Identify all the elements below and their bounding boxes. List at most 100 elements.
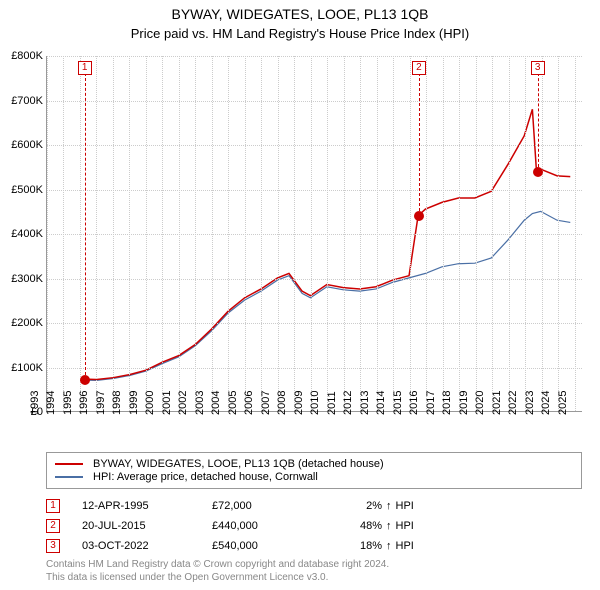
x-axis-label: 2007: [260, 391, 272, 415]
x-axis-label: 2014: [375, 391, 387, 415]
sale-marker-dot: [414, 211, 424, 221]
sale-row-price: £72,000: [212, 500, 322, 512]
sale-row: 303-OCT-2022£540,00018%↑HPI: [46, 536, 414, 556]
sale-row-date: 12-APR-1995: [82, 500, 212, 512]
x-axis-label: 2023: [524, 391, 536, 415]
y-axis-label: £100K: [11, 362, 43, 374]
chart-subtitle: Price paid vs. HM Land Registry's House …: [0, 26, 600, 41]
x-axis-label: 2003: [194, 391, 206, 415]
x-axis-label: 2012: [342, 391, 354, 415]
gridline-horizontal: [47, 56, 582, 57]
legend-swatch: [55, 476, 83, 478]
y-axis-label: £500K: [11, 184, 43, 196]
gridline-vertical: [558, 56, 559, 411]
gridline-vertical: [344, 56, 345, 411]
x-axis-label: 2004: [210, 391, 222, 415]
gridline-vertical: [80, 56, 81, 411]
x-axis-label: 1998: [111, 391, 123, 415]
x-axis-label: 2001: [161, 391, 173, 415]
gridline-vertical: [129, 56, 130, 411]
gridline-vertical: [525, 56, 526, 411]
legend-label: BYWAY, WIDEGATES, LOOE, PL13 1QB (detach…: [93, 458, 384, 470]
gridline-vertical: [393, 56, 394, 411]
gridline-vertical: [212, 56, 213, 411]
gridline-vertical: [245, 56, 246, 411]
footnote: Contains HM Land Registry data © Crown c…: [46, 558, 389, 584]
gridline-horizontal: [47, 234, 582, 235]
legend-item: HPI: Average price, detached house, Corn…: [55, 471, 573, 483]
y-axis-label: £200K: [11, 317, 43, 329]
arrow-up-icon: ↑: [386, 540, 392, 552]
series-line: [80, 211, 570, 380]
sale-marker-box: 2: [412, 61, 426, 75]
y-axis-label: £300K: [11, 273, 43, 285]
sale-row-marker: 3: [46, 539, 60, 553]
gridline-vertical: [63, 56, 64, 411]
arrow-up-icon: ↑: [386, 500, 392, 512]
gridline-vertical: [476, 56, 477, 411]
gridline-vertical: [410, 56, 411, 411]
legend: BYWAY, WIDEGATES, LOOE, PL13 1QB (detach…: [46, 452, 582, 489]
gridline-vertical: [261, 56, 262, 411]
sale-marker-line: [538, 68, 539, 172]
gridline-horizontal: [47, 190, 582, 191]
x-axis-label: 2009: [293, 391, 305, 415]
sale-marker-line: [85, 68, 86, 380]
sale-row-price: £440,000: [212, 520, 322, 532]
gridline-vertical: [278, 56, 279, 411]
sale-marker-dot: [80, 375, 90, 385]
y-axis-label: £600K: [11, 139, 43, 151]
gridline-horizontal: [47, 368, 582, 369]
gridline-vertical: [377, 56, 378, 411]
x-axis-label: 2010: [309, 391, 321, 415]
footnote-line-1: Contains HM Land Registry data © Crown c…: [46, 558, 389, 571]
sale-marker-box: 3: [531, 61, 545, 75]
gridline-vertical: [113, 56, 114, 411]
x-axis-label: 2011: [326, 391, 338, 415]
chart-title: BYWAY, WIDEGATES, LOOE, PL13 1QB: [0, 6, 600, 22]
sale-row-pct: 48%: [322, 520, 382, 532]
legend-label: HPI: Average price, detached house, Corn…: [93, 471, 318, 483]
y-axis-label: £700K: [11, 95, 43, 107]
x-axis-label: 2006: [243, 391, 255, 415]
x-axis-label: 2025: [557, 391, 569, 415]
gridline-vertical: [96, 56, 97, 411]
gridline-vertical: [426, 56, 427, 411]
x-axis-label: 2020: [474, 391, 486, 415]
sales-table: 112-APR-1995£72,0002%↑HPI220-JUL-2015£44…: [46, 496, 414, 556]
sale-row-marker: 2: [46, 519, 60, 533]
sale-row: 1 12-APR-1995£72,0002% ↑ HPI: [46, 496, 414, 516]
x-axis-label: 2008: [276, 391, 288, 415]
x-axis-label: 2021: [491, 391, 503, 415]
gridline-vertical: [575, 56, 576, 411]
x-axis-label: 2018: [441, 391, 453, 415]
x-axis-label: 1994: [45, 391, 57, 415]
gridline-horizontal: [47, 145, 582, 146]
x-axis-label: 1995: [62, 391, 74, 415]
legend-item: BYWAY, WIDEGATES, LOOE, PL13 1QB (detach…: [55, 458, 573, 470]
x-axis-label: 2002: [177, 391, 189, 415]
gridline-vertical: [492, 56, 493, 411]
x-axis-label: 2022: [507, 391, 519, 415]
sale-row-pct: 2%: [322, 500, 382, 512]
gridline-vertical: [228, 56, 229, 411]
gridline-vertical: [294, 56, 295, 411]
gridline-vertical: [542, 56, 543, 411]
sale-row-suffix: HPI: [396, 500, 414, 512]
gridline-vertical: [47, 56, 48, 411]
x-axis-label: 2005: [227, 391, 239, 415]
x-axis-label: 1996: [78, 391, 90, 415]
chart-plot-area: £0£100K£200K£300K£400K£500K£600K£700K£80…: [46, 56, 582, 412]
x-axis-label: 2024: [540, 391, 552, 415]
footnote-line-2: This data is licensed under the Open Gov…: [46, 571, 389, 584]
gridline-vertical: [311, 56, 312, 411]
sale-row-marker: 1: [46, 499, 60, 513]
sale-row-date: 03-OCT-2022: [82, 540, 212, 552]
x-axis-label: 1999: [128, 391, 140, 415]
gridline-vertical: [509, 56, 510, 411]
gridline-horizontal: [47, 279, 582, 280]
sale-marker-box: 1: [78, 61, 92, 75]
gridline-vertical: [195, 56, 196, 411]
sale-marker-dot: [533, 167, 543, 177]
sale-row-pct: 18%: [322, 540, 382, 552]
